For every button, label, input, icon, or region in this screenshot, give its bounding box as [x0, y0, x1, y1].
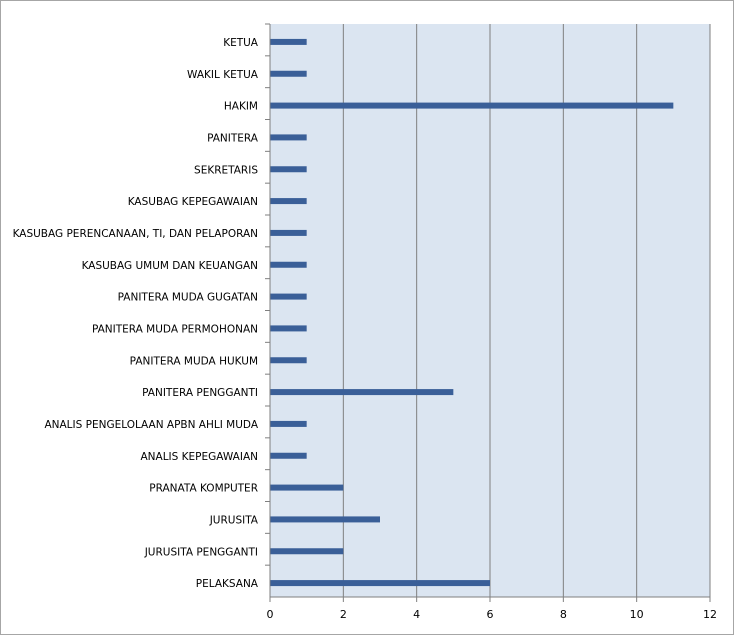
category-label: ANALIS PENGELOLAAN APBN AHLI MUDA	[44, 419, 258, 431]
bar	[270, 198, 307, 205]
category-label: WAKIL KETUA	[187, 69, 259, 81]
bar	[270, 102, 674, 109]
bar	[270, 134, 307, 141]
category-label: KASUBAG KEPEGAWAIAN	[128, 196, 258, 208]
x-tick-label: 0	[267, 608, 274, 621]
category-label: JURUSITA	[209, 514, 259, 526]
bar	[270, 484, 344, 491]
category-labels: KETUA WAKIL KETUA HAKIM PANITERA SEKRETARIS K…	[13, 37, 259, 590]
bar	[270, 420, 307, 427]
bar	[270, 516, 380, 523]
x-tick-labels: 0 2 4 6 8 10 12	[267, 608, 718, 621]
bar	[270, 389, 454, 396]
x-tick-label: 2	[340, 608, 347, 621]
bar	[270, 70, 307, 77]
category-label: SEKRETARIS	[194, 164, 258, 176]
axes	[265, 23, 710, 598]
category-label: KASUBAG UMUM DAN KEUANGAN	[82, 260, 258, 272]
bar	[270, 580, 490, 587]
category-label: KASUBAG PERENCANAAN, TI, DAN PELAPORAN	[13, 228, 258, 240]
category-label: PRANATA KOMPUTER	[149, 483, 258, 495]
bar	[270, 548, 344, 555]
bar	[270, 357, 307, 364]
category-label: PANITERA MUDA HUKUM	[130, 355, 258, 367]
x-tick-label: 10	[630, 608, 644, 621]
bars	[270, 38, 674, 587]
category-label: PELAKSANA	[196, 578, 259, 590]
bar	[270, 325, 307, 332]
x-tick-label: 6	[487, 608, 494, 621]
bar	[270, 452, 307, 459]
category-label: PANITERA MUDA GUGATAN	[118, 292, 258, 304]
bar	[270, 293, 307, 300]
bar	[270, 38, 307, 45]
category-label: PANITERA MUDA PERMOHONAN	[92, 323, 258, 335]
category-label: HAKIM	[224, 101, 258, 113]
bar	[270, 261, 307, 268]
category-label: KETUA	[223, 37, 259, 49]
x-tick-label: 4	[413, 608, 420, 621]
category-label: ANALIS KEPEGAWAIAN	[140, 451, 258, 463]
bar	[270, 166, 307, 173]
category-label: PANITERA PENGGANTI	[142, 387, 258, 399]
category-label: PANITERA	[207, 132, 259, 144]
gridlines	[269, 24, 711, 602]
category-label: JURUSITA PENGGANTI	[144, 546, 258, 558]
x-tick-label: 12	[703, 608, 717, 621]
bar	[270, 229, 307, 236]
x-tick-label: 8	[560, 608, 567, 621]
